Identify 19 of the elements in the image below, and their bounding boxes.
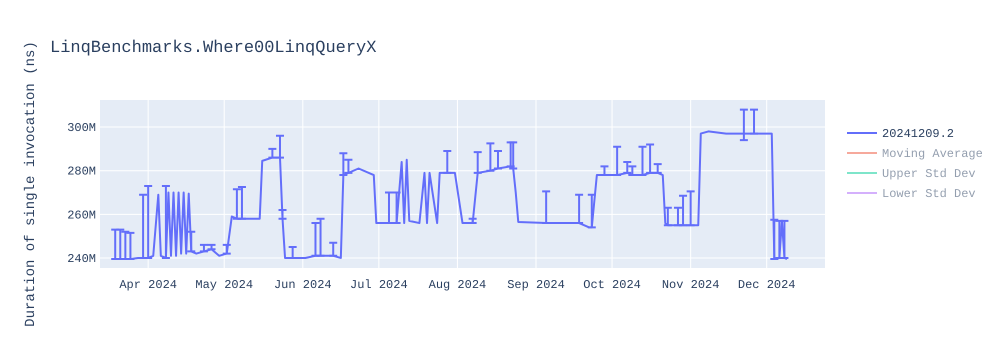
x-tick-label: Oct 2024 (583, 278, 641, 292)
y-tick-label: 280M (67, 164, 96, 179)
x-tick-label: May 2024 (195, 278, 254, 292)
y-axis-title: Duration of single invocation (ns) (23, 41, 39, 327)
x-tick-label: Nov 2024 (662, 278, 720, 292)
x-tick-label: Apr 2024 (119, 278, 177, 292)
y-tick-label: 300M (67, 121, 96, 136)
legend-label: Moving Average (882, 147, 983, 161)
legend-label: Lower Std Dev (882, 187, 976, 201)
legend-label: Upper Std Dev (882, 167, 976, 181)
y-tick-label: 260M (67, 208, 96, 222)
x-tick-label: Jul 2024 (350, 278, 408, 292)
x-tick-label: Dec 2024 (738, 278, 796, 292)
x-tick-label: Jun 2024 (274, 278, 332, 292)
x-tick-label: Sep 2024 (507, 278, 565, 292)
x-tick-label: Aug 2024 (428, 278, 486, 292)
legend-label: 20241209.2 (882, 127, 954, 141)
chart-title: LinqBenchmarks.Where00LinqQueryX (50, 39, 376, 58)
y-tick-label: 240M (67, 252, 96, 266)
